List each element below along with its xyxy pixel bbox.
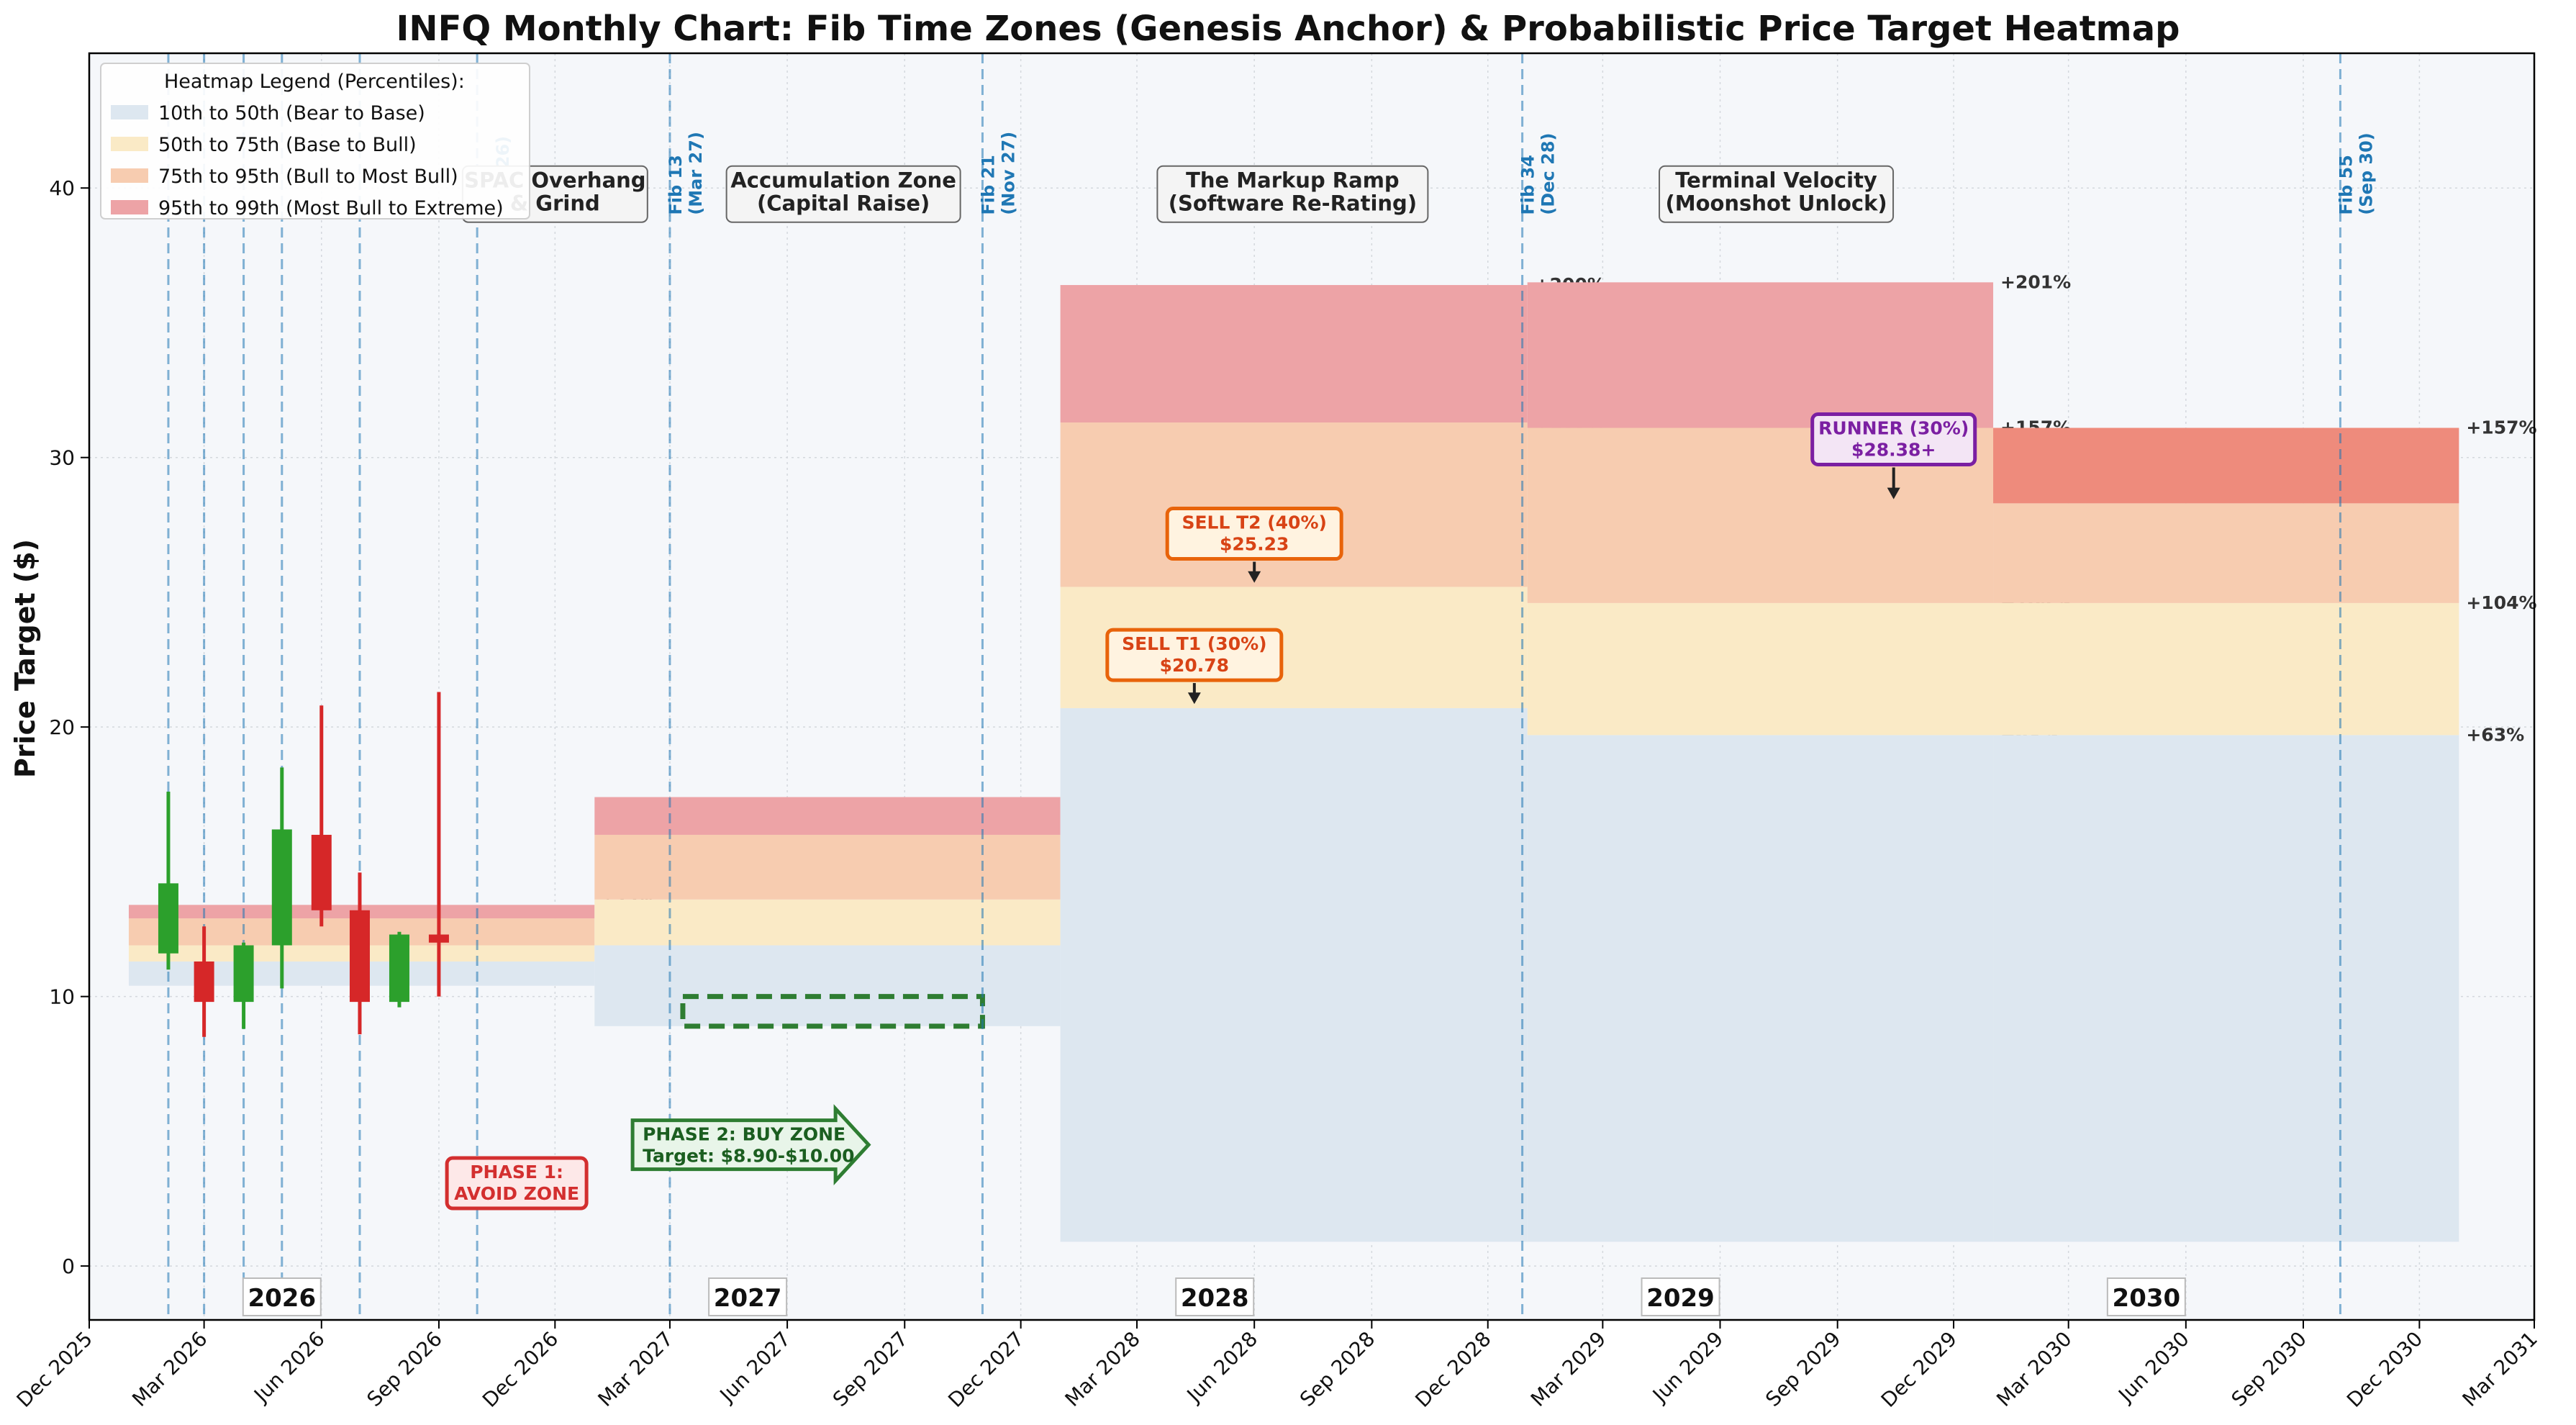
heatmap-band [1527, 282, 1994, 428]
heatmap-band [1060, 707, 1528, 1242]
fib-label-title: Fib 34 [1518, 155, 1538, 215]
fib-label: Fib 21 (Nov 27) [978, 132, 1018, 215]
heatmap-band [1993, 602, 2459, 736]
candle-body [194, 961, 214, 1003]
runner-annotation-text: RUNNER (30%) [1818, 417, 1969, 438]
year-label: 2027 [714, 1284, 782, 1313]
phase-label-box [1659, 165, 1895, 223]
year-label-box [1641, 1277, 1720, 1316]
legend-swatch [111, 105, 148, 119]
phase-label-text: (Software Re-Rating) [1169, 191, 1417, 216]
fib-label-title: Fib 55 [2336, 155, 2356, 215]
plot-frame [88, 52, 2536, 1321]
year-label-box [242, 1277, 322, 1316]
phase-label-box [725, 165, 961, 223]
phase-label-text: Accumulation Zone [730, 168, 956, 193]
y-tick-label: 10 [49, 985, 75, 1009]
fib-label-title: Fib 13 [666, 155, 686, 215]
year-label: 2030 [2113, 1284, 2181, 1313]
year-label: 2028 [1181, 1284, 1249, 1313]
year-label: 2029 [1646, 1284, 1715, 1313]
sell-t1-annotation-arrowhead [1187, 692, 1201, 705]
sell-t1-annotation-box [1105, 628, 1284, 682]
legend-box [100, 63, 530, 220]
phase-label-text: (Moonshot Unlock) [1665, 191, 1887, 216]
heatmap-band [1527, 602, 1994, 736]
y-tick-label: 40 [49, 176, 75, 200]
year-label-box [1175, 1277, 1255, 1316]
heatmap-band [1993, 503, 2459, 603]
band-pct-label: +201% [2000, 271, 2071, 292]
runner-annotation-arrowhead [1887, 487, 1900, 499]
year-label-box [2106, 1277, 2186, 1316]
buy-zone-annotation-text: PHASE 2: BUY ZONE [643, 1124, 845, 1145]
y-axis-label: Price Target ($) [9, 539, 41, 778]
candle-body [349, 910, 370, 1003]
sell-t1-annotation-text: SELL T1 (30%) [1122, 633, 1267, 654]
band-pct-label: +63% [2466, 724, 2524, 745]
legend-swatch [111, 137, 148, 151]
heatmap-band [594, 834, 1061, 900]
sell-t2-annotation-text: $25.23 [1220, 534, 1289, 555]
avoid-zone-annotation-text: PHASE 1: [470, 1162, 563, 1182]
candle-body [233, 945, 254, 1003]
candle-body [271, 829, 292, 946]
fib-label-title: Fib 21 [978, 155, 998, 215]
avoid-zone-annotation-text: AVOID ZONE [454, 1183, 579, 1204]
y-tick-label: 0 [62, 1254, 75, 1278]
plot-area: +11%+7%-1%-7%-1%+12%+32%+44%+71%+108%+15… [12, 52, 2542, 1412]
candle-body [311, 834, 332, 910]
legend-entry-label: 10th to 50th (Bear to Base) [158, 102, 425, 125]
candle-body [158, 883, 178, 954]
fib-label-date: (Dec 28) [1538, 133, 1559, 215]
legend-swatch [111, 168, 148, 183]
fib-label: Fib 34 (Dec 28) [1518, 133, 1559, 215]
candle-body [389, 934, 409, 1003]
chart-title: INFQ Monthly Chart: Fib Time Zones (Gene… [396, 9, 2180, 49]
buy-zone-annotation-text: Target: $8.90-$10.00 [643, 1146, 854, 1167]
heatmap-band [1993, 428, 2459, 504]
y-tick-label: 20 [49, 715, 75, 739]
band-pct-label: +157% [2466, 417, 2536, 438]
phase-label-text: (Capital Raise) [757, 191, 930, 216]
fib-label-date: (Sep 30) [2356, 132, 2376, 214]
legend-entry-label: 95th to 99th (Most Bull to Extreme) [158, 197, 504, 220]
phase-label-text: Terminal Velocity [1675, 168, 1877, 193]
heatmap-band [594, 899, 1061, 946]
heatmap-band [1993, 735, 2459, 1242]
heatmap-band [1527, 735, 1994, 1242]
fib-label: Fib 13 (Mar 27) [666, 132, 706, 215]
sell-t1-annotation-text: $20.78 [1160, 655, 1229, 676]
buy-zone-annotation-arrow [630, 1104, 871, 1186]
legend-entry-label: 75th to 95th (Bull to Most Bull) [158, 166, 458, 188]
legend-entry-label: 50th to 75th (Base to Bull) [158, 134, 417, 156]
phase-label-box [1156, 165, 1429, 223]
legend-title: Heatmap Legend (Percentiles): [164, 71, 465, 93]
sell-t2-annotation-arrowhead [1248, 571, 1261, 583]
heatmap-band [1060, 422, 1528, 587]
candle-body [428, 934, 449, 943]
phase-label-text: The Markup Ramp [1186, 168, 1400, 193]
heatmap-band [594, 797, 1061, 835]
y-tick-label: 30 [49, 446, 75, 470]
fib-label-date: (Nov 27) [998, 132, 1018, 215]
heatmap-band [594, 945, 1061, 1026]
year-label-box [708, 1277, 788, 1316]
legend-swatch [111, 200, 148, 214]
band-pct-label: +104% [2466, 592, 2536, 613]
buy-zone-box [680, 994, 985, 1029]
sell-t2-annotation-text: SELL T2 (40%) [1182, 512, 1327, 533]
sell-t2-annotation-box [1165, 507, 1343, 561]
runner-annotation-box [1810, 412, 1977, 466]
runner-annotation-text: $28.38+ [1851, 439, 1936, 460]
avoid-zone-annotation-box [445, 1156, 589, 1211]
year-label: 2026 [248, 1284, 316, 1313]
heatmap-band [1060, 285, 1528, 423]
fib-label-date: (Mar 27) [686, 132, 706, 215]
fib-label: Fib 55 (Sep 30) [2336, 132, 2376, 214]
